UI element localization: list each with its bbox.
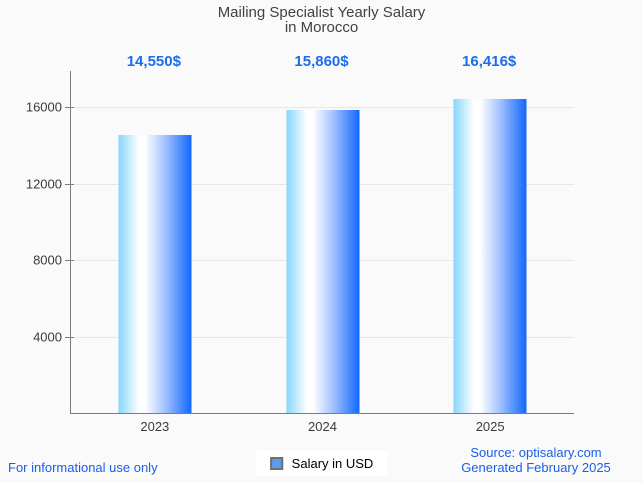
bar-value-label-2023: 14,550$ [126,53,181,70]
x-axis-label-2024: 2024 [308,419,337,434]
plot-area: 4000 8000 12000 16000 2023 2024 2025 [26,71,574,434]
x-axis-label-2023: 2023 [140,419,170,434]
y-axis-tick-label: 12000 [25,176,62,192]
y-axis-tick [65,336,74,338]
xaxis-labels-layer: 2023 2024 2025 [71,71,574,434]
bar-2025 [453,99,527,413]
y-axis-tick-label: 4000 [33,329,62,345]
bars-layer [71,71,574,413]
y-axis-tick-label: 16000 [25,99,62,115]
y-axis-tick-label: 8000 [33,252,62,268]
y-axis-tick [65,260,74,262]
bar-value-label-2024: 15,860$ [294,53,349,70]
chart-title-line2: in Morocco [284,19,359,36]
y-axis-tick [65,183,74,185]
chart-title-line1: Mailing Specialist Yearly Salary [217,4,426,21]
x-axis-label-2025: 2025 [475,419,505,434]
legend-swatch-icon [269,457,283,470]
legend-item-salary-in-usd[interactable]: Salary in USD [255,451,388,476]
chart-title: Mailing Specialist Yearly Salary in Moro… [0,5,643,35]
bar-2024 [286,109,359,413]
generated-date: Generated February 2025 [461,460,611,475]
y-axis-tick [65,107,74,109]
yaxis-ticks-layer: 4000 8000 12000 16000 [26,71,574,413]
source-link[interactable]: Source: optisalary.com [470,445,602,460]
gridline [71,107,574,109]
source-block: Source: optisalary.com Generated Februar… [461,445,611,475]
legend-label: Salary in USD [291,456,374,471]
bar-2023 [118,135,192,413]
disclaimer-text: For informational use only [8,460,158,475]
bar-value-label-2025: 16,416$ [462,53,517,70]
bar-value-labels-layer: 14,550$ 15,860$ 16,416$ [70,53,573,71]
